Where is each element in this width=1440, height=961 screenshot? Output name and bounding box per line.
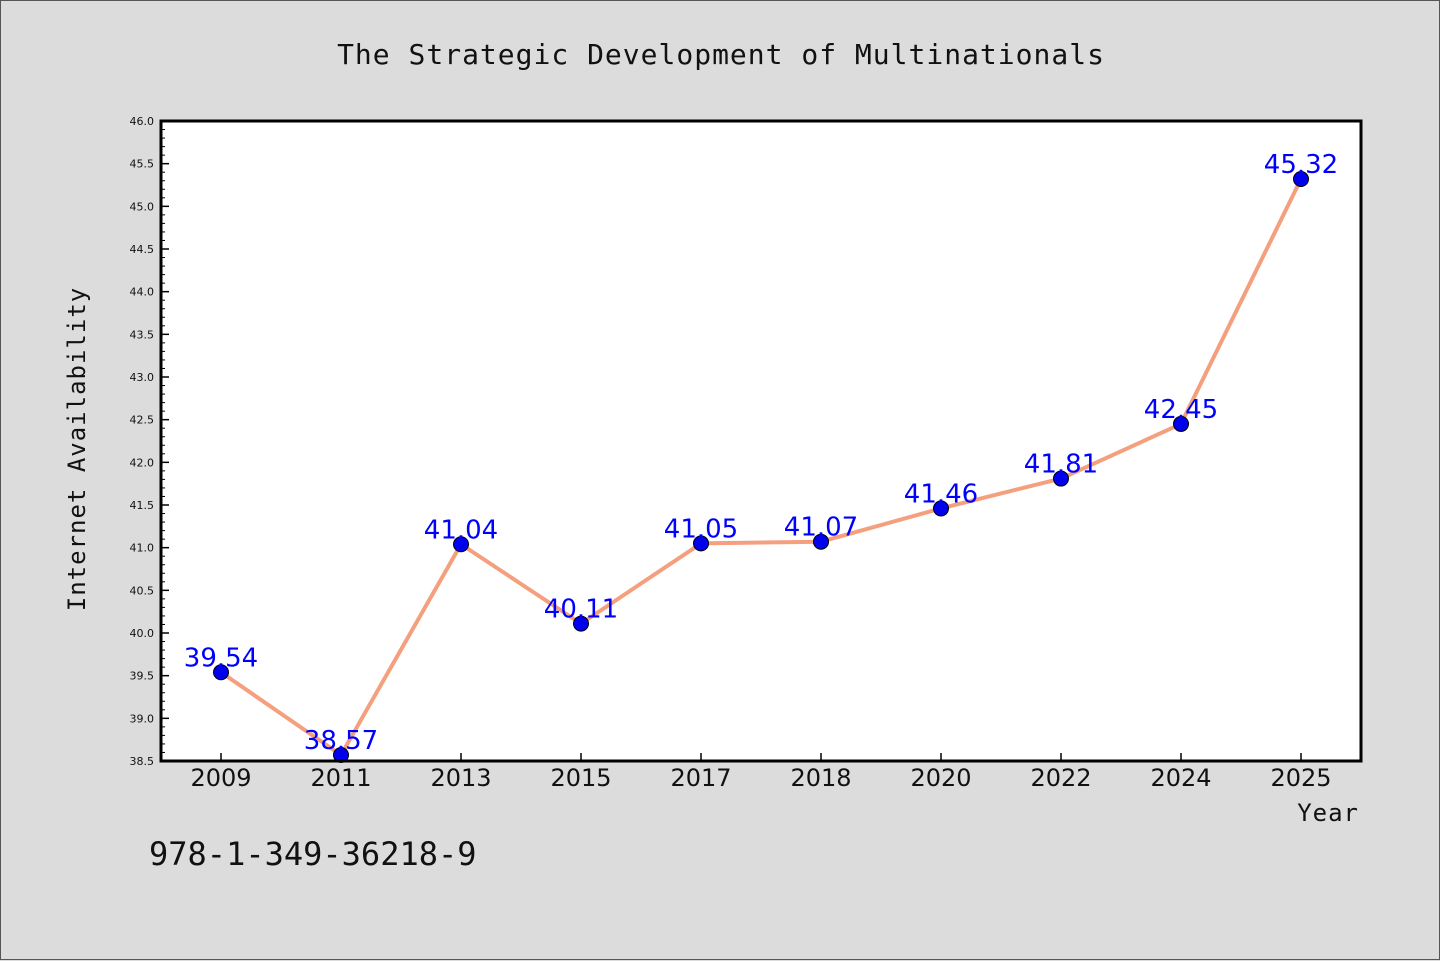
isbn-text: 978-1-349-36218-9 [149,835,477,873]
data-point [933,500,949,517]
y-tick-label: 40.5 [130,584,155,597]
data-label: 38.57 [304,726,378,756]
data-point [1293,171,1309,188]
y-tick-label: 44.5 [130,243,155,256]
data-label: 39.54 [184,643,258,673]
data-label: 41.46 [904,479,978,509]
x-axis-ticks: 2009 2011 2013 2015 2017 2018 2020 2022 2024 2025 [190,753,1332,792]
data-point [813,533,829,550]
y-tick-label: 41.5 [130,499,155,512]
x-tick-label: 2011 [310,764,371,792]
data-point [333,747,349,764]
x-tick-label: 2024 [1150,764,1211,792]
y-tick-label: 39.0 [130,712,155,725]
data-point [453,536,469,553]
y-axis-ticks: 38.5 39.0 39.5 40.0 40.5 41.0 41.5 42.0 42.5 43.0… [130,115,169,768]
y-tick-label: 42.0 [130,456,155,469]
data-label: 41.05 [664,514,738,544]
y-tick-label: 43.5 [130,328,155,341]
y-axis-label: Internet Availability [63,287,91,611]
plot-area [161,121,1361,761]
data-label: 40.11 [544,595,618,625]
y-tick-label: 42.5 [130,414,155,427]
x-tick-label: 2009 [190,764,251,792]
x-tick-label: 2018 [790,764,851,792]
x-tick-label: 2017 [670,764,731,792]
x-axis-label: Year [1297,799,1359,827]
data-point [1053,470,1069,487]
y-tick-label: 38.5 [130,755,155,768]
data-label: 41.04 [424,515,498,545]
data-label: 41.81 [1024,450,1098,480]
x-tick-label: 2025 [1270,764,1331,792]
x-tick-label: 2022 [1030,764,1091,792]
series-line [219,177,1303,758]
data-point [573,615,589,632]
plot-frame [159,119,1363,763]
data-point [213,664,229,681]
data-label-layer: 39.54 38.57 41.04 40.11 41.05 41.07 41.46 41.81… [184,150,1338,756]
data-point [693,535,709,552]
y-tick-label: 41.0 [130,542,155,555]
data-label: 42.45 [1144,395,1218,425]
x-tick-label: 2013 [430,764,491,792]
y-tick-label: 46.0 [130,115,155,128]
series-layer [213,171,1309,764]
x-tick-label: 2015 [550,764,611,792]
chart-title: The Strategic Development of Multination… [337,38,1105,71]
y-tick-label: 45.5 [130,158,155,171]
y-tick-label: 45.0 [130,200,155,213]
data-label: 45.32 [1264,150,1338,180]
y-tick-label: 43.0 [130,371,155,384]
y-tick-label: 40.0 [130,627,155,640]
data-point [1173,415,1189,432]
y-tick-label: 39.5 [130,670,155,683]
y-tick-label: 44.0 [130,286,155,299]
x-tick-label: 2020 [910,764,971,792]
data-label: 41.07 [784,513,858,543]
